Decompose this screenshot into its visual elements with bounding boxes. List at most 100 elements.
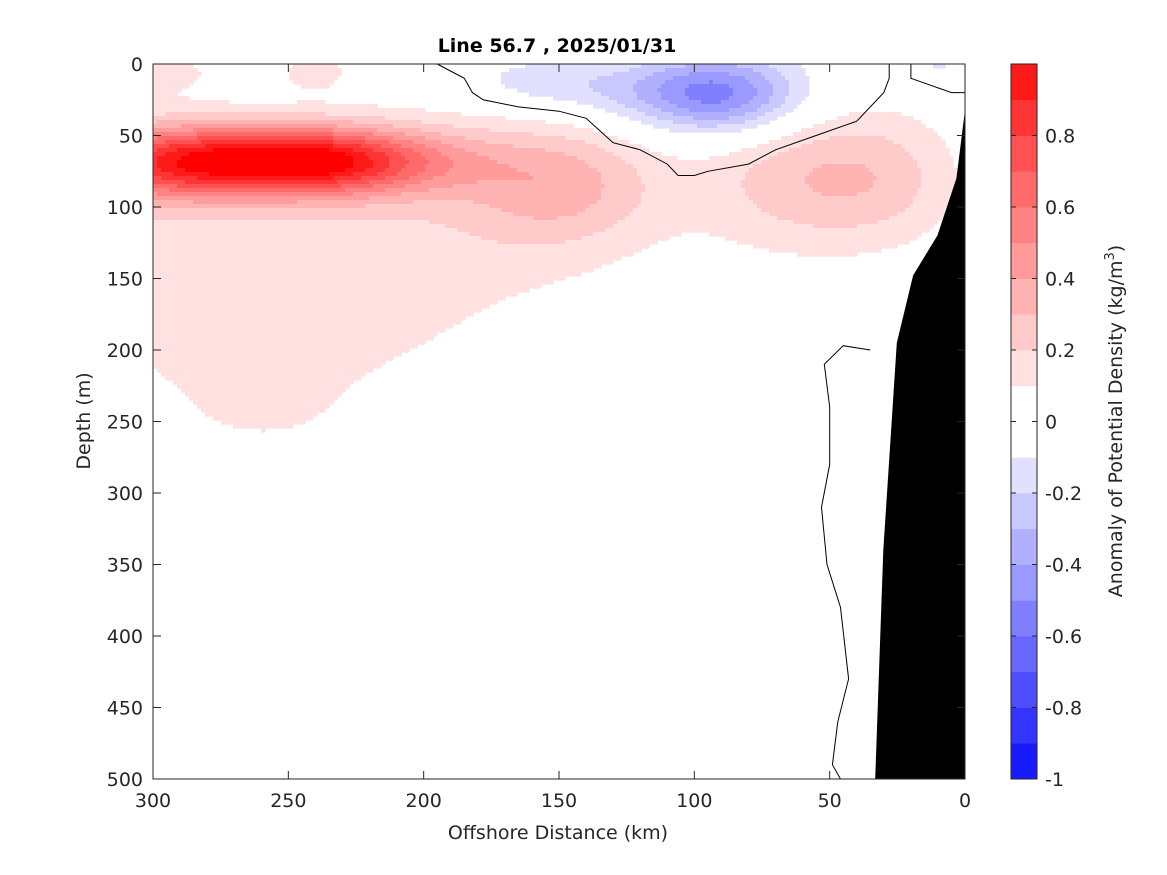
contour-cell <box>329 116 334 121</box>
contour-cell <box>865 124 870 129</box>
contour-cell <box>541 196 546 201</box>
contour-cell <box>733 168 738 173</box>
contour-cell <box>905 148 910 153</box>
contour-cell <box>457 164 462 169</box>
contour-cell <box>433 144 438 149</box>
contour-cell <box>541 188 546 193</box>
contour-cell <box>697 112 702 117</box>
contour-cell <box>153 108 158 113</box>
contour-cell <box>933 152 938 157</box>
contour-cell <box>505 72 510 77</box>
contour-cell <box>229 120 234 125</box>
contour-cell <box>209 116 214 121</box>
contour-cell <box>241 164 246 169</box>
contour-cell <box>769 168 774 173</box>
contour-cell <box>761 80 766 85</box>
contour-cell <box>561 68 566 73</box>
contour-cell <box>745 192 750 197</box>
contour-cell <box>549 72 554 77</box>
contour-cell <box>657 112 662 117</box>
contour-cell <box>613 92 618 97</box>
contour-cell <box>637 172 642 177</box>
contour-cell <box>665 184 670 189</box>
contour-cell <box>717 184 722 189</box>
contour-cell <box>813 168 818 173</box>
contour-cell <box>397 160 402 165</box>
contour-cell <box>649 188 654 193</box>
contour-cell <box>201 192 206 197</box>
contour-cell <box>321 180 326 185</box>
contour-cell <box>321 76 326 81</box>
contour-cell <box>937 156 942 161</box>
contour-cell <box>609 180 614 185</box>
contour-cell <box>641 112 646 117</box>
contour-cell <box>673 196 678 201</box>
contour-cell <box>517 148 522 153</box>
contour-cell <box>865 148 870 153</box>
contour-cell <box>165 116 170 121</box>
contour-cell <box>533 92 538 97</box>
contour-cell <box>189 172 194 177</box>
contour-cell <box>705 80 710 85</box>
contour-cell <box>937 152 942 157</box>
contour-cell <box>633 88 638 93</box>
contour-cell <box>285 132 290 137</box>
contour-cell <box>573 172 578 177</box>
contour-cell <box>441 172 446 177</box>
contour-cell <box>429 184 434 189</box>
contour-cell <box>377 172 382 177</box>
contour-cell <box>265 132 270 137</box>
contour-cell <box>425 172 430 177</box>
contour-cell <box>293 148 298 153</box>
contour-cell <box>157 108 162 113</box>
contour-cell <box>749 64 754 69</box>
contour-cell <box>789 192 794 197</box>
contour-cell <box>553 196 558 201</box>
contour-cell <box>305 64 310 69</box>
contour-cell <box>569 188 574 193</box>
contour-cell <box>425 152 430 157</box>
contour-cell <box>321 144 326 149</box>
contour-cell <box>529 148 534 153</box>
contour-cell <box>617 76 622 81</box>
contour-cell <box>473 172 478 177</box>
contour-cell <box>365 168 370 173</box>
contour-cell <box>713 112 718 117</box>
contour-cell <box>261 112 266 117</box>
contour-cell <box>849 116 854 121</box>
contour-cell <box>717 188 722 193</box>
contour-cell <box>209 148 214 153</box>
contour-cell <box>169 92 174 97</box>
contour-cell <box>473 132 478 137</box>
contour-cell <box>349 104 354 109</box>
contour-cell <box>641 96 646 101</box>
contour-cell <box>477 128 482 133</box>
contour-cell <box>329 112 334 117</box>
contour-cell <box>781 64 786 69</box>
contour-cell <box>297 148 302 153</box>
contour-cell <box>877 112 882 117</box>
contour-cell <box>817 184 822 189</box>
contour-cell <box>537 176 542 181</box>
contour-cell <box>373 104 378 109</box>
contour-cell <box>189 168 194 173</box>
contour-cell <box>465 124 470 129</box>
contour-cell <box>813 172 818 177</box>
contour-cell <box>457 160 462 165</box>
contour-cell <box>437 152 442 157</box>
contour-cell <box>749 148 754 153</box>
contour-cell <box>453 148 458 153</box>
contour-cell <box>329 124 334 129</box>
contour-cell <box>773 156 778 161</box>
contour-cell <box>369 184 374 189</box>
contour-cell <box>397 116 402 121</box>
contour-cell <box>837 160 842 165</box>
contour-cell <box>573 152 578 157</box>
contour-cell <box>209 152 214 157</box>
contour-cell <box>465 116 470 121</box>
contour-cell <box>465 176 470 181</box>
contour-cell <box>381 128 386 133</box>
contour-cell <box>477 136 482 141</box>
contour-cell <box>453 192 458 197</box>
contour-cell <box>505 192 510 197</box>
